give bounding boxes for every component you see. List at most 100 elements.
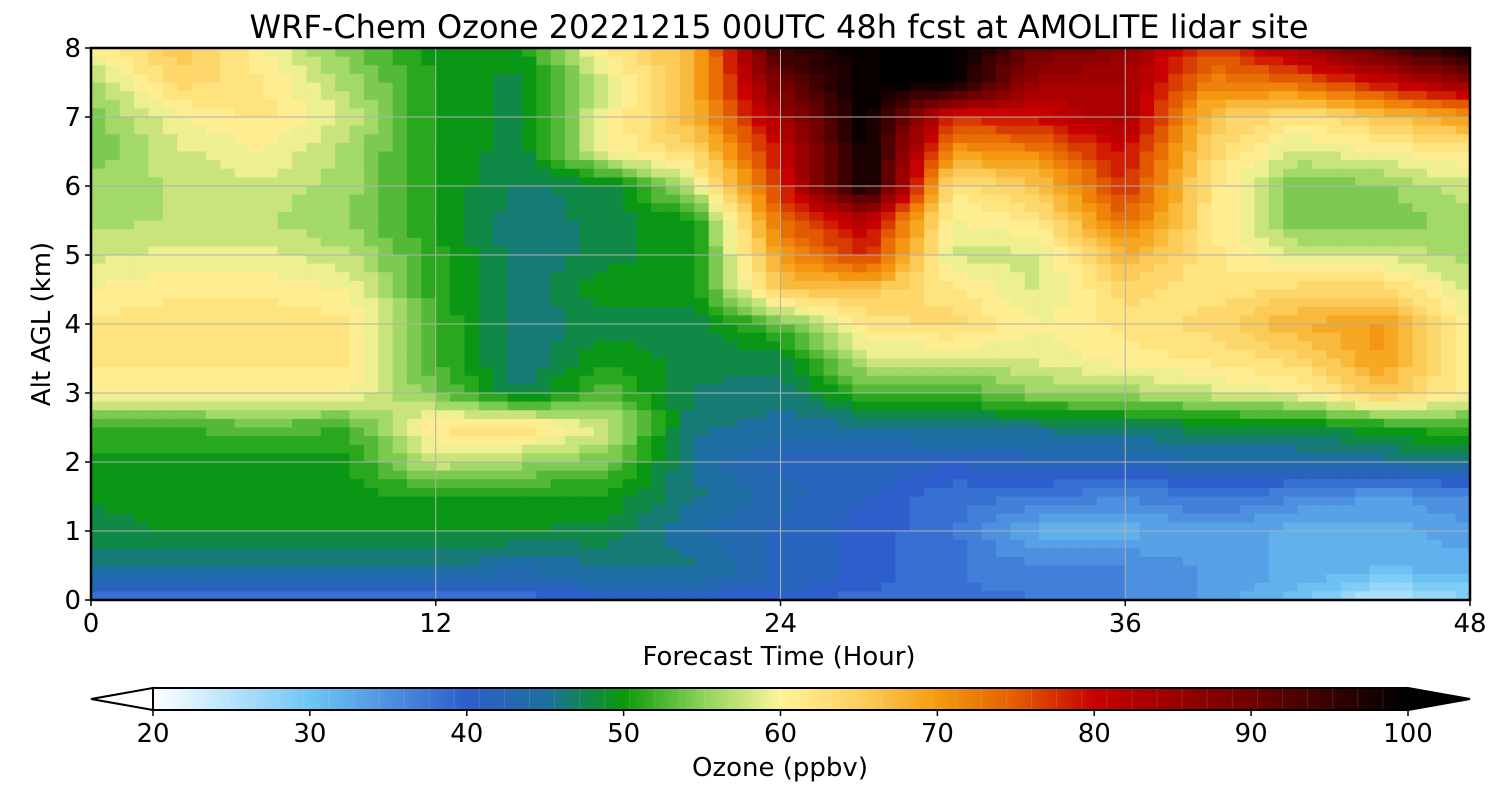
heatmap-cell — [478, 315, 494, 325]
heatmap-cell — [809, 410, 825, 420]
heatmap-cell — [1283, 220, 1299, 230]
heatmap-cell — [493, 177, 509, 187]
heatmap-cell — [622, 418, 638, 429]
heatmap-cell — [909, 367, 925, 377]
heatmap-cell — [277, 384, 293, 394]
heatmap-cell — [823, 462, 839, 472]
heatmap-cell — [536, 125, 552, 135]
heatmap-cell — [1082, 418, 1098, 429]
heatmap-cell — [679, 418, 695, 429]
heatmap-cell — [378, 255, 394, 265]
heatmap-cell — [852, 73, 868, 84]
heatmap-cell — [881, 410, 897, 420]
heatmap-cell — [119, 487, 135, 498]
heatmap-cell — [794, 211, 810, 222]
heatmap-cell — [1268, 332, 1284, 342]
heatmap-cell — [363, 444, 379, 454]
heatmap-cell — [335, 280, 351, 291]
heatmap-cell — [220, 151, 236, 161]
heatmap-cell — [895, 134, 911, 144]
heatmap-cell — [421, 289, 437, 299]
heatmap-cell — [924, 56, 940, 66]
heatmap-cell — [191, 65, 207, 75]
heatmap-cell — [1355, 436, 1371, 446]
heatmap-cell — [766, 125, 782, 135]
heatmap-cell — [1067, 82, 1083, 92]
heatmap-cell — [1053, 237, 1069, 247]
heatmap-cell — [91, 306, 106, 316]
heatmap-cell — [608, 280, 624, 291]
heatmap-cell — [1383, 272, 1399, 282]
heatmap-cell — [335, 418, 351, 429]
heatmap-cell — [881, 48, 897, 58]
heatmap-cell — [263, 177, 279, 187]
heatmap-cell — [1340, 453, 1356, 463]
heatmap-cell — [866, 255, 882, 265]
heatmap-cell — [1254, 393, 1270, 403]
heatmap-cell — [809, 151, 825, 161]
heatmap-cell — [550, 272, 566, 282]
heatmap-cell — [1297, 151, 1313, 161]
heatmap-cell — [105, 194, 121, 204]
heatmap-cell — [1182, 246, 1198, 256]
heatmap-cell — [751, 462, 767, 472]
heatmap-cell — [981, 384, 997, 394]
heatmap-cell — [536, 229, 552, 239]
heatmap-cell — [478, 194, 494, 204]
heatmap-cell — [335, 410, 351, 420]
heatmap-cell — [507, 237, 523, 247]
heatmap-cell — [263, 160, 279, 170]
heatmap-cell — [435, 142, 451, 153]
heatmap-cell — [593, 142, 609, 153]
heatmap-cell — [220, 487, 236, 498]
heatmap-cell — [320, 280, 336, 291]
heatmap-cell — [392, 367, 408, 377]
heatmap-cell — [1311, 255, 1327, 265]
heatmap-cell — [1096, 125, 1112, 135]
heatmap-cell — [306, 384, 322, 394]
heatmap-cell — [1455, 358, 1470, 368]
heatmap-cell — [1412, 99, 1428, 109]
heatmap-cell — [249, 401, 264, 411]
heatmap-cell — [277, 427, 293, 437]
heatmap-cell — [335, 194, 351, 204]
heatmap-cell — [119, 48, 135, 58]
heatmap-cell — [191, 315, 207, 325]
heatmap-cell — [881, 117, 897, 127]
heatmap-cell — [378, 487, 394, 498]
heatmap-cell — [134, 108, 150, 118]
heatmap-cell — [909, 272, 925, 282]
heatmap-cell — [450, 341, 466, 351]
heatmap-cell — [335, 289, 351, 299]
heatmap-cell — [723, 324, 738, 334]
heatmap-cell — [292, 99, 308, 109]
heatmap-cell — [119, 255, 135, 265]
heatmap-cell — [464, 315, 480, 325]
heatmap-cell — [407, 418, 422, 429]
heatmap-cell — [220, 142, 236, 153]
heatmap-cell — [105, 410, 121, 420]
heatmap-cell — [392, 341, 408, 351]
heatmap-cell — [292, 186, 308, 196]
heatmap-cell — [148, 142, 164, 153]
heatmap-cell — [708, 82, 724, 92]
heatmap-cell — [1024, 470, 1040, 480]
heatmap-cell — [1139, 418, 1155, 429]
heatmap-cell — [220, 73, 236, 84]
heatmap-cell — [1139, 48, 1155, 58]
heatmap-cell — [234, 436, 250, 446]
heatmap-cell — [349, 367, 365, 377]
heatmap-cell — [263, 108, 279, 118]
heatmap-cell — [895, 436, 911, 446]
heatmap-cell — [1096, 142, 1112, 153]
heatmap-cell — [1441, 246, 1457, 256]
heatmap-cell — [177, 280, 193, 291]
heatmap-cell — [593, 444, 609, 454]
heatmap-cell — [909, 177, 925, 187]
heatmap-cell — [895, 82, 911, 92]
heatmap-cell — [1139, 117, 1155, 127]
heatmap-cell — [478, 384, 494, 394]
heatmap-cell — [292, 453, 308, 463]
heatmap-cell — [1441, 315, 1457, 325]
heatmap-cell — [392, 487, 408, 498]
